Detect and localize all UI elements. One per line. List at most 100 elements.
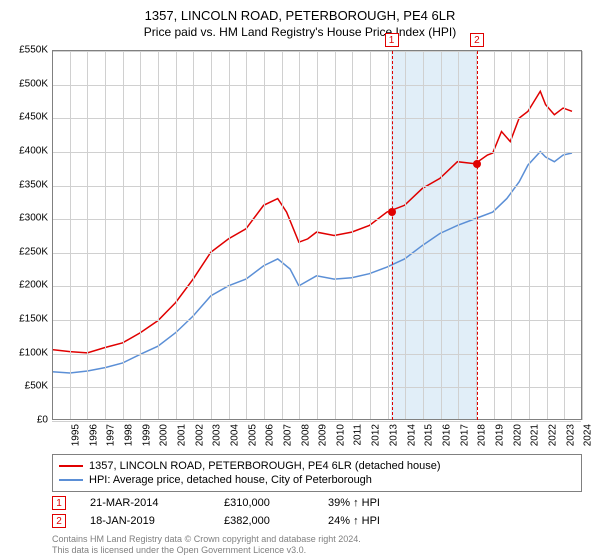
gridline-v [158,51,159,420]
gridline-v [299,51,300,420]
x-axis-label: 1997 [106,424,117,446]
y-axis-label: £450K [0,112,48,123]
x-axis-label: 2021 [530,424,541,446]
transaction-price: £382,000 [224,515,304,527]
chart-title: 1357, LINCOLN ROAD, PETERBOROUGH, PE4 6L… [0,0,600,23]
gridline-v [582,51,583,420]
gridline-v [105,51,106,420]
transaction-delta: 24% ↑ HPI [328,515,380,527]
x-axis-label: 2006 [265,424,276,446]
x-axis-label: 2015 [424,424,435,446]
x-axis-label: 2012 [371,424,382,446]
marker-label-box: 1 [385,33,399,47]
x-axis-label: 2001 [176,424,187,446]
x-axis-label: 2005 [247,424,258,446]
gridline-v [176,51,177,420]
x-axis-label: 2008 [300,424,311,446]
x-axis-label: 2022 [547,424,558,446]
x-axis [52,419,581,420]
x-axis-label: 1999 [141,424,152,446]
transaction-row: 121-MAR-2014£310,00039% ↑ HPI [52,494,380,512]
gridline-v [547,51,548,420]
x-axis-label: 1996 [88,424,99,446]
legend-row: HPI: Average price, detached house, City… [59,473,575,487]
y-axis-label: £0 [0,415,48,426]
gridline-v [494,51,495,420]
x-axis-label: 2020 [512,424,523,446]
transaction-price: £310,000 [224,497,304,509]
gridline-v [229,51,230,420]
y-axis [52,51,53,420]
y-axis-label: £300K [0,213,48,224]
x-axis-label: 2011 [352,424,363,446]
gridline-v [282,51,283,420]
plot-area: 12 [52,50,582,420]
gridline-v [564,51,565,420]
legend-swatch [59,479,83,481]
marker-dot [473,160,481,168]
gridline-h [52,421,581,422]
x-axis-label: 2009 [318,424,329,446]
legend-swatch [59,465,83,467]
x-axis-label: 2023 [565,424,576,446]
footer-line-2: This data is licensed under the Open Gov… [52,545,361,556]
transaction-date: 21-MAR-2014 [90,497,200,509]
gridline-v [405,51,406,420]
transaction-row: 2 18-JAN-2019 £382,000 24% ↑ HPI [52,512,380,530]
gridline-v [388,51,389,420]
gridline-v [352,51,353,420]
x-axis-label: 1995 [70,424,81,446]
legend-label: HPI: Average price, detached house, City… [89,474,372,486]
x-axis-label: 1998 [123,424,134,446]
x-axis-label: 2000 [159,424,170,446]
gridline-v [529,51,530,420]
marker-label-box: 2 [470,33,484,47]
gridline-v [264,51,265,420]
legend-label: 1357, LINCOLN ROAD, PETERBOROUGH, PE4 6L… [89,460,441,472]
x-axis-label: 2014 [406,424,417,446]
transaction-delta: 39% ↑ HPI [328,497,380,509]
gridline-v [511,51,512,420]
x-axis-label: 2007 [282,424,293,446]
x-axis-label: 2016 [441,424,452,446]
x-axis-label: 2018 [477,424,488,446]
x-axis-label: 2013 [388,424,399,446]
x-axis-label: 2019 [494,424,505,446]
gridline-v [246,51,247,420]
chart-container: 1357, LINCOLN ROAD, PETERBOROUGH, PE4 6L… [0,0,600,560]
y-axis-label: £500K [0,78,48,89]
gridline-v [335,51,336,420]
chart-subtitle: Price paid vs. HM Land Registry's House … [0,23,600,39]
x-axis-label: 2017 [459,424,470,446]
y-axis-label: £100K [0,347,48,358]
gridline-v [140,51,141,420]
gridline-v [370,51,371,420]
y-axis-label: £400K [0,145,48,156]
transaction-table: 121-MAR-2014£310,00039% ↑ HPI218-JAN-201… [52,494,380,530]
gridline-v [317,51,318,420]
y-axis-label: £550K [0,45,48,56]
x-axis-label: 2003 [212,424,223,446]
y-axis-label: £150K [0,314,48,325]
transaction-date: 18-JAN-2019 [90,515,200,527]
gridline-v [458,51,459,420]
x-axis-label: 2002 [194,424,205,446]
y-axis-label: £350K [0,179,48,190]
x-axis-label: 2024 [583,424,594,446]
x-axis-label: 2010 [335,424,346,446]
gridline-v [211,51,212,420]
gridline-v [87,51,88,420]
gridline-v [70,51,71,420]
y-axis-label: £200K [0,280,48,291]
marker-dashline [392,51,393,420]
marker-dot [388,208,396,216]
footer-attribution: Contains HM Land Registry data © Crown c… [52,534,361,556]
x-axis-label: 2004 [229,424,240,446]
transaction-id-box: 2 [52,514,66,528]
gridline-v [123,51,124,420]
footer-line-1: Contains HM Land Registry data © Crown c… [52,534,361,545]
gridline-v [193,51,194,420]
marker-dashline [477,51,478,420]
gridline-v [441,51,442,420]
y-axis-label: £250K [0,246,48,257]
